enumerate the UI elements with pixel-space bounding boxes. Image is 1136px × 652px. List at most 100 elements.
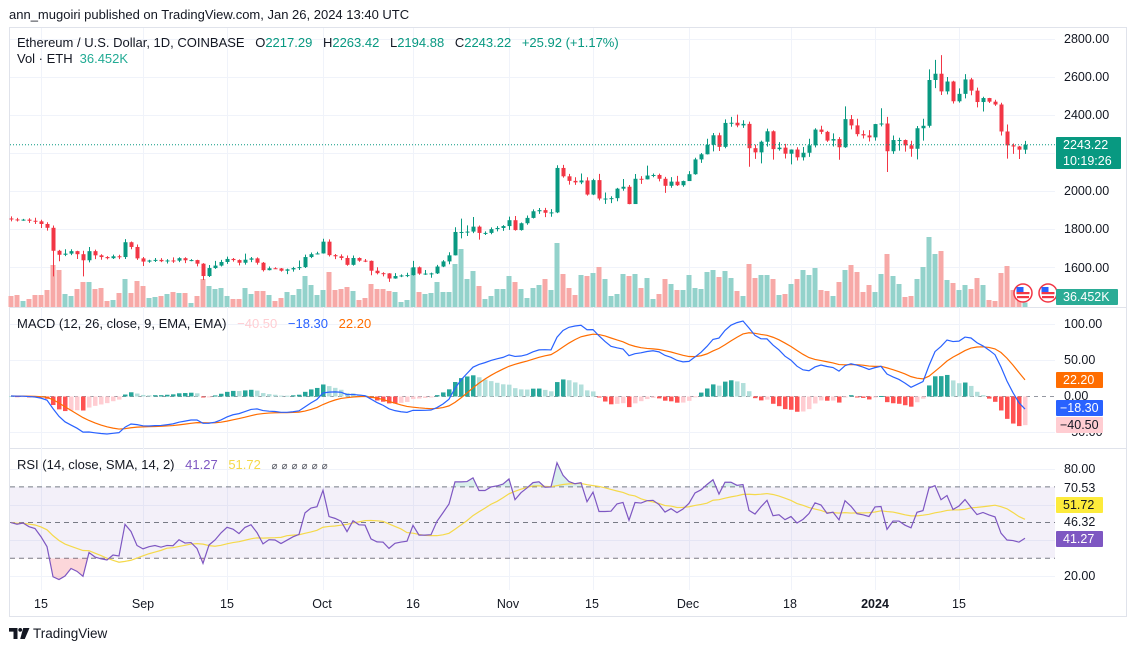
tradingview-brand[interactable]: TradingView (33, 626, 108, 641)
symbol-title[interactable]: Ethereum / U.S. Dollar, 1D, COINBASE (17, 35, 245, 50)
candle (507, 216, 512, 230)
rsi-title[interactable]: RSI (14, close, SMA, 14, 2) (17, 457, 175, 472)
macd-histogram-bar (453, 382, 458, 397)
macd-histogram-bar (957, 383, 962, 397)
volume-bar (884, 254, 890, 307)
volume-bar (206, 286, 212, 307)
volume-legend: Vol · ETH 36.452K (17, 51, 128, 67)
candle (237, 259, 242, 266)
candle (405, 272, 410, 278)
candle-body (21, 219, 26, 221)
candle (465, 225, 470, 236)
macd-histogram-bar (1017, 396, 1022, 427)
candle (357, 257, 362, 262)
close-label: C (454, 35, 465, 50)
volume-bar (788, 284, 794, 307)
candle (945, 76, 950, 95)
candle (813, 128, 818, 148)
volume-bar (602, 279, 608, 307)
macd-histogram-bar (795, 396, 800, 412)
macd-histogram-bar (615, 396, 620, 404)
volume-bar (464, 279, 470, 307)
candle-body (777, 147, 782, 150)
candle-body (315, 253, 320, 255)
candle-body (561, 167, 566, 177)
volume-bar (914, 279, 920, 307)
candle-body (585, 180, 590, 195)
volume-bar (158, 296, 164, 307)
volume-bar (32, 295, 38, 307)
candle (939, 55, 944, 96)
volume-label[interactable]: Vol · ETH (17, 51, 73, 66)
candle (603, 192, 608, 204)
candle (459, 218, 464, 239)
volume-badge: 36.452K (1056, 289, 1118, 305)
volume-bar (134, 281, 140, 307)
macd-histogram-bar (495, 382, 500, 397)
volume-bar (290, 295, 296, 307)
macd-histogram-bar (687, 396, 692, 401)
candle-body (729, 122, 734, 124)
candle-body (51, 227, 56, 251)
macd-histogram-bar (885, 396, 890, 403)
candle (159, 258, 164, 263)
flag-canton (1041, 287, 1049, 292)
candle (255, 257, 260, 265)
candle (387, 273, 392, 282)
volume-bar (584, 276, 590, 307)
volume-bar (68, 296, 74, 307)
volume-bar (242, 288, 248, 307)
volume-bar (758, 275, 764, 307)
us-flag-event-icon[interactable] (1038, 283, 1058, 303)
candle (561, 164, 566, 178)
macd-histogram-bar (729, 380, 734, 397)
macd-histogram-bar (831, 396, 836, 401)
volume-bar (818, 290, 824, 307)
macd-histogram-bar (543, 389, 548, 397)
macd-histogram-bar (267, 394, 272, 397)
candle-body (483, 232, 488, 234)
macd-histogram-bar (879, 395, 884, 397)
candle-body (111, 256, 116, 259)
volume-bar (992, 301, 998, 307)
candle-body (921, 125, 926, 129)
candle (339, 254, 344, 261)
volume-bar (632, 274, 638, 307)
macd-histogram-bar (657, 396, 662, 399)
candle (93, 249, 98, 260)
candle (555, 165, 560, 214)
rsi-na-values: ⌀⌀⌀⌀⌀⌀ (271, 461, 332, 472)
macd-histogram-bar (927, 385, 932, 397)
macd-histogram-bar (231, 390, 236, 397)
volume-bar (728, 278, 734, 307)
us-flag-event-icon[interactable] (1013, 283, 1033, 303)
volume-bar (50, 265, 56, 307)
candle-body (657, 174, 662, 179)
macd-histogram-bar (951, 380, 956, 397)
macd-histogram-bar (255, 390, 260, 397)
volume-bar (260, 291, 266, 307)
volume-bar (392, 292, 398, 307)
candle-body (603, 198, 608, 200)
candle (735, 114, 740, 128)
candle-body (99, 255, 104, 258)
candle-body (33, 220, 38, 222)
volume-bar (380, 289, 386, 307)
time-axis-label: Dec (676, 597, 700, 611)
candle (765, 128, 770, 147)
candle (333, 254, 338, 260)
volume-bar (356, 300, 362, 307)
macd-histogram-bar (909, 396, 914, 407)
candle (69, 249, 74, 256)
candle-body (831, 139, 836, 141)
candle-body (699, 154, 704, 160)
macd-histogram-bar (735, 381, 740, 397)
macd-histogram-bar (201, 396, 206, 398)
tradingview-logo-icon[interactable] (9, 628, 31, 639)
candle-body (237, 260, 242, 263)
candle (975, 87, 980, 108)
candle-body (747, 123, 752, 149)
symbol-legend: Ethereum / U.S. Dollar, 1D, COINBASE O22… (17, 35, 619, 51)
macd-title[interactable]: MACD (12, 26, close, 9, EMA, EMA) (17, 316, 227, 331)
